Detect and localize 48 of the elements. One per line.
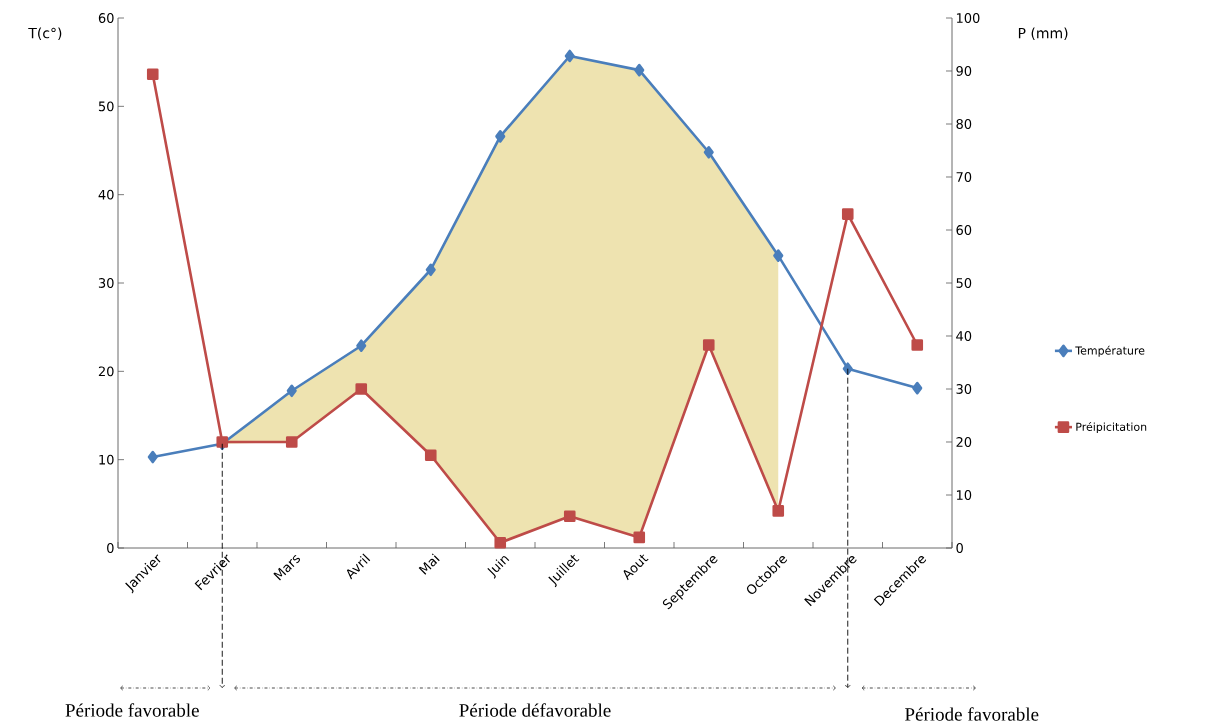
point	[633, 531, 646, 544]
point	[911, 339, 924, 351]
point	[356, 339, 367, 353]
point	[495, 130, 506, 143]
text: Période favorable	[65, 703, 199, 717]
point	[355, 383, 368, 395]
y2-tick-label: 100	[956, 13, 980, 23]
y2-tick-label: 40	[956, 331, 972, 341]
y2-tick-label: 80	[956, 119, 972, 129]
legend-label: Préipicitation	[1076, 422, 1147, 434]
y2-tick-label: 70	[956, 172, 972, 182]
point	[772, 505, 785, 517]
point	[702, 339, 715, 351]
text: Période favorable	[905, 707, 1039, 721]
point	[842, 362, 853, 375]
y-tick-label: 60	[98, 13, 114, 23]
y2-tick-label: 20	[956, 437, 972, 447]
y-tick-label: 0	[107, 543, 114, 553]
y-tick-label: 30	[98, 278, 114, 288]
point	[286, 384, 297, 398]
y2-axis-title: P (mm)	[1018, 27, 1068, 41]
point	[912, 381, 923, 395]
point	[703, 145, 714, 159]
point	[147, 450, 158, 464]
point	[425, 263, 436, 277]
x-tick-label: Mai	[418, 553, 440, 575]
point	[773, 249, 784, 262]
y2-tick-label: 50	[956, 278, 972, 288]
point	[841, 208, 854, 220]
text: Période défavorable	[459, 703, 611, 717]
y-tick-label: 10	[99, 454, 114, 465]
point	[146, 68, 159, 80]
y-tick-label: 50	[98, 101, 114, 112]
point	[285, 436, 298, 448]
y-tick-label: 20	[98, 366, 114, 377]
point	[564, 49, 575, 63]
y2-tick-label: 90	[956, 66, 972, 76]
point	[494, 536, 507, 549]
point	[634, 63, 645, 77]
y-axis-title: T(c°)	[28, 27, 62, 41]
y2-tick-label: 10	[956, 490, 972, 500]
y-tick-label: 40	[98, 189, 114, 200]
y2-tick-label: 60	[956, 225, 972, 235]
point	[563, 510, 576, 522]
legend-label: Température	[1075, 345, 1145, 357]
point	[424, 449, 437, 462]
y2-tick-label: 30	[956, 384, 972, 394]
y2-tick-label: 0	[956, 543, 963, 553]
